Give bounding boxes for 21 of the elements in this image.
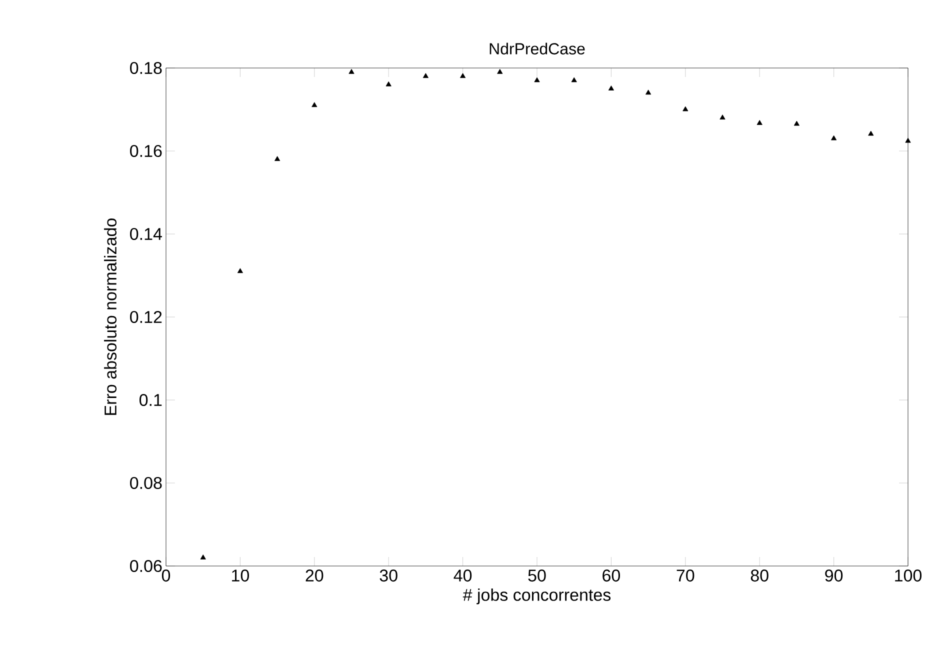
y-tick-label: 0.08 — [130, 476, 162, 490]
chart-title: NdrPredCase — [490, 42, 585, 54]
x-tick-label: 80 — [750, 570, 768, 582]
y-tick-label: 0.16 — [130, 144, 162, 158]
y-tick-label: 0.12 — [130, 310, 162, 324]
x-tick-label: 40 — [454, 570, 472, 582]
y-tick-label: 0.1 — [139, 394, 162, 406]
x-tick-label: 10 — [232, 570, 249, 582]
y-axis-title: Erro absoluto normalizado — [104, 218, 117, 415]
x-tick-label: 90 — [825, 570, 843, 582]
x-tick-label: 70 — [676, 570, 694, 582]
x-tick-label: 50 — [528, 570, 546, 582]
y-tick-label: 0.18 — [130, 62, 162, 74]
x-tick-label: 30 — [380, 570, 398, 582]
y-tick-label: 0.14 — [130, 228, 162, 240]
x-tick-label: 100 — [895, 570, 922, 582]
x-axis-title: # jobs concorrentes — [462, 588, 611, 604]
x-tick-label: 60 — [602, 570, 620, 582]
x-tick-label: 0 — [162, 570, 170, 582]
x-tick-label: 20 — [306, 570, 324, 582]
y-tick-label: 0.06 — [130, 560, 162, 572]
